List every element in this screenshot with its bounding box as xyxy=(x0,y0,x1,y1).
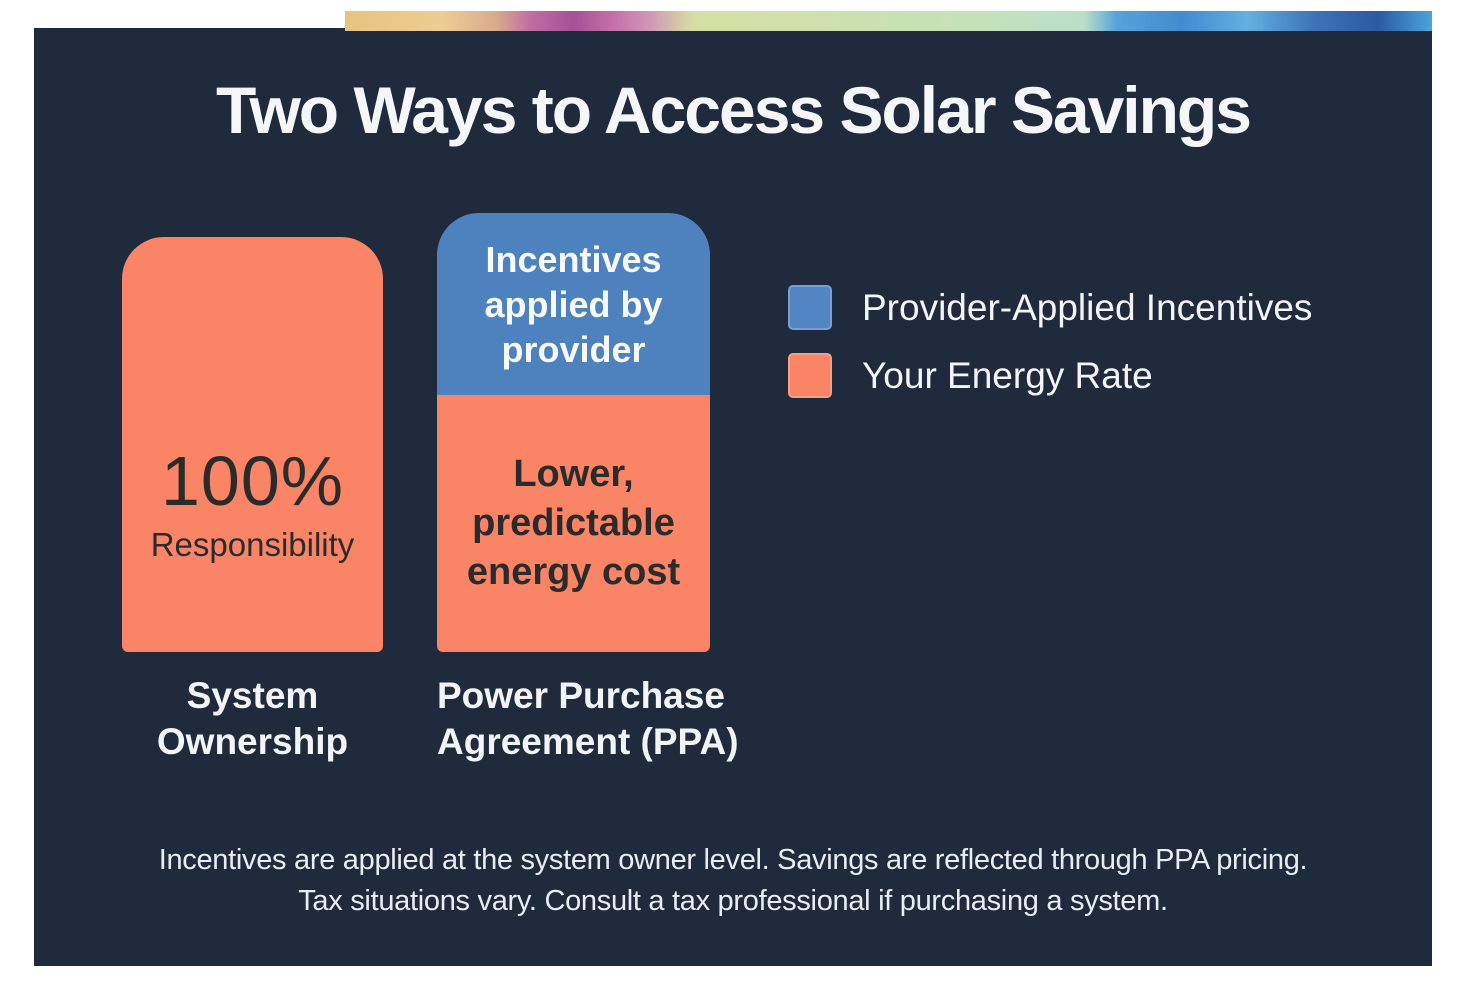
legend-label-your-energy-rate: Your Energy Rate xyxy=(862,354,1153,396)
footnote-line-1: Incentives are applied at the system own… xyxy=(158,844,1308,876)
footnote: Incentives are applied at the system own… xyxy=(34,840,1432,922)
rainbow-facet-strip xyxy=(345,11,1432,31)
label-ppa: Power Purchase Agreement (PPA) xyxy=(437,673,739,765)
legend-swatch-blue xyxy=(788,285,832,330)
ppa-incentives-text: Incentives applied by provider xyxy=(484,237,662,372)
legend-swatch-orange xyxy=(788,353,832,398)
ppa-energy-cost-text: Lower, predictable energy cost xyxy=(467,450,680,597)
text-line: energy cost xyxy=(466,551,681,593)
legend-item-your-energy-rate: Your Energy Rate xyxy=(788,353,1312,398)
bar-system-ownership-text: 100% Responsibility xyxy=(151,444,355,566)
infographic-panel: Two Ways to Access Solar Savings 100% Re… xyxy=(34,28,1432,966)
text-line: Lower, xyxy=(513,453,634,495)
text-line: provider xyxy=(501,328,646,370)
legend: Provider-Applied Incentives Your Energy … xyxy=(788,285,1312,398)
ppa-energy-cost-segment: Lower, predictable energy cost xyxy=(437,395,710,652)
legend-item-provider-applied-incentives: Provider-Applied Incentives xyxy=(788,285,1312,330)
bar-system-ownership: 100% Responsibility xyxy=(122,237,383,652)
page-title: Two Ways to Access Solar Savings xyxy=(216,73,1252,147)
ownership-percent-value: 100% xyxy=(160,441,345,520)
footnote-line-2: Tax situations vary. Consult a tax profe… xyxy=(298,885,1168,917)
label-line: Power Purchase xyxy=(437,675,725,716)
label-system-ownership: System Ownership xyxy=(122,673,383,765)
text-line: predictable xyxy=(472,502,675,544)
label-line: System xyxy=(186,675,319,716)
text-line: applied by xyxy=(484,283,663,325)
label-line: Ownership xyxy=(156,721,349,762)
text-line: Incentives xyxy=(485,238,662,280)
legend-label-provider-applied-incentives: Provider-Applied Incentives xyxy=(862,286,1313,328)
ownership-percent-label: Responsibility xyxy=(150,525,355,563)
bar-ppa: Incentives applied by provider Lower, pr… xyxy=(437,213,710,652)
ppa-incentives-segment: Incentives applied by provider xyxy=(437,213,710,395)
label-line: Agreement (PPA) xyxy=(437,721,739,762)
